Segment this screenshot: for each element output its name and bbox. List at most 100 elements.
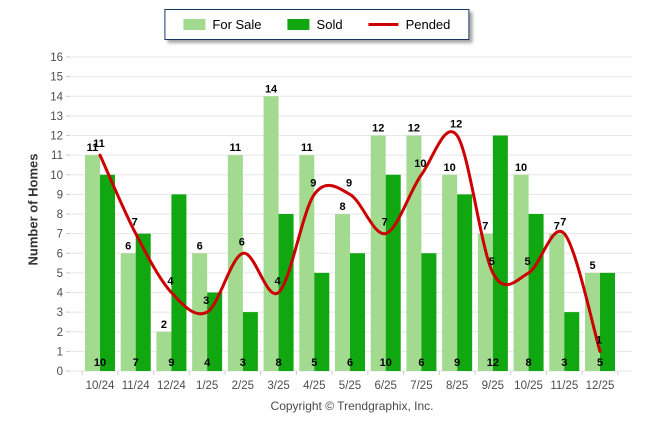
for-sale-bar [263,96,279,371]
sold-bar [242,312,258,371]
pended-value-label: 6 [239,236,245,248]
sold-value-label: 5 [311,357,317,369]
for-sale-value-label: 12 [372,123,384,135]
sold-bar [564,312,580,371]
sold-value-label: 10 [380,357,392,369]
sold-value-label: 3 [240,357,246,369]
x-tick-label: 10/24 [86,380,115,392]
for-sale-value-label: 5 [589,260,595,272]
x-tick-label: 6/25 [375,380,397,392]
for-sale-bar [85,155,100,371]
sold-value-label: 10 [94,357,106,369]
pended-value-label: 5 [525,256,531,268]
y-tick-label: 2 [57,327,63,339]
y-tick-label: 13 [50,111,63,123]
y-tick-label: 8 [57,209,63,221]
for-sale-bar [299,155,315,371]
for-sale-bar [477,233,493,371]
sold-bar [421,253,437,371]
sold-value-label: 5 [597,357,603,369]
for-sale-bar [406,135,422,371]
for-sale-bar [156,331,172,371]
legend-item-sold: Sold [287,17,343,32]
pended-value-label: 10 [414,158,426,170]
sold-bar [600,272,615,371]
for-sale-value-label: 11 [301,142,313,154]
y-tick-label: 1 [57,346,63,358]
x-tick-label: 3/25 [267,380,289,392]
pended-value-label: 5 [489,256,495,268]
pended-value-label: 7 [560,217,566,229]
legend-label-for-sale: For Sale [212,17,262,32]
y-tick-label: 12 [50,131,63,143]
for-sale-value-label: 2 [161,319,167,331]
pended-value-label: 12 [450,119,462,131]
sold-value-label: 9 [168,357,174,369]
for-sale-value-label: 11 [87,142,99,154]
for-sale-bar [335,214,350,371]
sold-value-label: 6 [347,357,353,369]
y-tick-label: 16 [50,52,63,64]
for-sale-bar [442,174,458,371]
sold-bar [135,233,151,371]
for-sale-value-label: 10 [515,162,527,174]
sold-bar [171,194,187,371]
sold-value-label: 4 [204,357,211,369]
for-sale-bar [513,174,529,371]
x-tick-label: 10/25 [514,380,543,392]
y-tick-label: 14 [50,91,63,103]
x-tick-label: 7/25 [410,380,432,392]
pended-value-label: 3 [203,295,209,307]
x-tick-label: 8/25 [446,380,468,392]
y-tick-label: 3 [57,307,63,319]
for-sale-bar [549,233,565,371]
sold-bar [385,174,401,371]
for-sale-value-label: 12 [408,123,420,135]
pended-value-label: 1 [596,334,602,346]
for-sale-bar [192,253,208,371]
for-sale-value-label: 6 [125,240,131,252]
y-tick-label: 7 [57,229,63,241]
for-sale-value-label: 14 [265,83,278,95]
legend-item-for-sale: For Sale [183,17,262,32]
y-tick-label: 10 [50,170,63,182]
pended-value-label: 7 [382,217,388,229]
sold-bar [457,194,473,371]
y-tick-label: 4 [57,288,64,300]
sold-bar [492,135,508,371]
x-tick-label: 4/25 [303,380,325,392]
legend: For Sale Sold Pended [164,9,470,40]
for-sale-value-label: 7 [554,221,560,233]
x-tick-label: 2/25 [232,380,254,392]
for-sale-bar [120,253,136,371]
pended-value-label: 4 [275,276,282,288]
x-tick-label: 12/24 [157,380,186,392]
for-sale-value-label: 6 [197,240,203,252]
pended-value-label: 9 [346,177,352,189]
for-sale-value-label: 10 [444,162,456,174]
sold-value-label: 7 [133,357,139,369]
pended-line [98,130,602,353]
copyright-text: Copyright © Trendgraphix, Inc. [270,399,434,413]
for-sale-value-label: 8 [339,201,345,213]
y-tick-label: 15 [50,72,63,84]
for-sale-value-label: 11 [230,142,242,154]
sold-bar [314,272,330,371]
legend-item-pended: Pended [368,17,451,32]
y-tick-label: 0 [57,366,63,378]
legend-label-pended: Pended [405,17,451,32]
pended-line-icon [368,23,399,26]
y-tick-label: 6 [57,248,63,260]
sold-value-label: 8 [276,357,282,369]
pended-value-label: 11 [93,138,105,150]
sold-bar [207,292,223,371]
x-tick-label: 12/25 [586,380,615,392]
sold-value-label: 6 [418,357,424,369]
y-tick-label: 11 [51,150,63,162]
x-tick-label: 1/25 [196,380,218,392]
for-sale-bar [370,135,386,371]
sold-value-label: 9 [454,357,460,369]
for-sale-value-label: 7 [482,221,488,233]
x-tick-label: 11/25 [550,380,578,392]
